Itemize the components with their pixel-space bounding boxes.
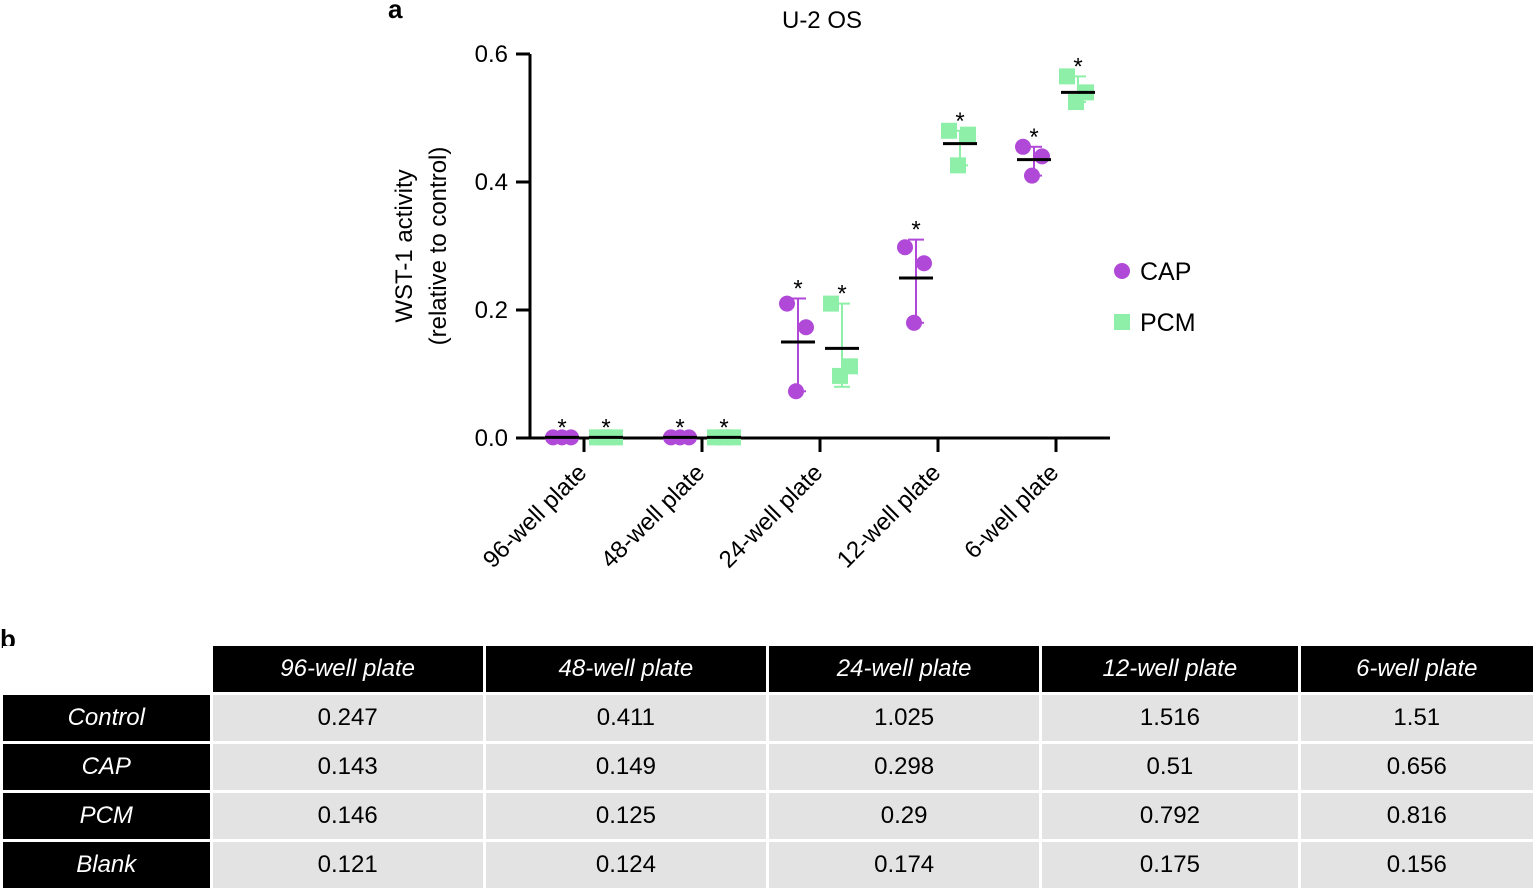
y-axis-label-line1: WST-1 activity bbox=[391, 169, 418, 322]
table-cell: 0.146 bbox=[212, 793, 483, 839]
table-cell: 0.149 bbox=[485, 744, 766, 790]
table-row: PCM 0.146 0.125 0.29 0.792 0.816 bbox=[3, 793, 1533, 839]
panel-a-label: a bbox=[388, 0, 403, 24]
cap-point bbox=[788, 383, 804, 400]
pcm-significance-marker: * bbox=[601, 414, 610, 441]
row-header: Control bbox=[3, 695, 210, 741]
pcm-significance-marker: * bbox=[1073, 53, 1082, 80]
y-tick-label: 0.6 bbox=[475, 41, 508, 68]
legend-label: PCM bbox=[1140, 309, 1196, 337]
data-marks: * * * * * * * * * * bbox=[545, 53, 1095, 446]
cap-point bbox=[1024, 167, 1040, 184]
table-cell: 0.411 bbox=[485, 695, 766, 741]
table-row: Blank 0.121 0.124 0.174 0.175 0.156 bbox=[3, 842, 1533, 888]
table-cell: 0.124 bbox=[485, 842, 766, 888]
table-cell: 0.29 bbox=[769, 793, 1040, 839]
table-cell: 0.156 bbox=[1300, 842, 1533, 888]
table-cell: 0.247 bbox=[212, 695, 483, 741]
legend-cap-marker bbox=[1114, 263, 1130, 279]
cap-significance-marker: * bbox=[557, 414, 566, 441]
cap-point bbox=[779, 295, 795, 312]
chart-title: U-2 OS bbox=[782, 7, 862, 34]
legend-label: CAP bbox=[1140, 258, 1191, 286]
table-cell: 0.174 bbox=[769, 842, 1040, 888]
x-tick-label: 6-well plate bbox=[959, 459, 1064, 564]
cap-significance-marker: * bbox=[675, 414, 684, 441]
pcm-point bbox=[832, 367, 848, 384]
table-cell: 0.792 bbox=[1042, 793, 1298, 839]
row-header: CAP bbox=[3, 744, 210, 790]
pcm-point bbox=[950, 157, 966, 174]
table-cell: 0.125 bbox=[485, 793, 766, 839]
table-cell: 0.143 bbox=[212, 744, 483, 790]
table-cell: 0.656 bbox=[1300, 744, 1533, 790]
pcm-point bbox=[1068, 94, 1084, 110]
pcm-significance-marker: * bbox=[719, 414, 728, 441]
table-cell: 0.51 bbox=[1042, 744, 1298, 790]
column-header: 12-well plate bbox=[1042, 646, 1298, 692]
table-cell: 0.816 bbox=[1300, 793, 1533, 839]
table-row: CAP 0.143 0.149 0.298 0.51 0.656 bbox=[3, 744, 1533, 790]
row-header: PCM bbox=[3, 793, 210, 839]
x-tick-label: 24-well plate bbox=[714, 459, 828, 573]
chart-a: U-2 OS WST-1 activity (relative to contr… bbox=[391, 7, 1196, 574]
pcm-point bbox=[823, 295, 839, 312]
y-axis-label: WST-1 activity (relative to control) bbox=[391, 147, 452, 346]
cap-point bbox=[897, 239, 913, 256]
table-cell: 0.121 bbox=[212, 842, 483, 888]
cap-significance-marker: * bbox=[793, 275, 802, 302]
x-tick-label: 48-well plate bbox=[596, 459, 710, 573]
row-header: Blank bbox=[3, 842, 210, 888]
table-corner bbox=[3, 646, 210, 692]
column-header: 48-well plate bbox=[485, 646, 766, 692]
pcm-point bbox=[960, 126, 976, 143]
pcm-point bbox=[941, 122, 957, 139]
cap-point bbox=[798, 319, 814, 336]
table-cell: 0.298 bbox=[769, 744, 1040, 790]
pcm-point bbox=[1059, 68, 1075, 85]
y-axis-label-line2: (relative to control) bbox=[425, 147, 452, 346]
x-tick-label: 12-well plate bbox=[832, 459, 946, 573]
table-header-row: 96-well plate 48-well plate 24-well plat… bbox=[3, 646, 1533, 692]
cap-point bbox=[916, 255, 932, 272]
cap-point bbox=[1015, 138, 1031, 155]
table-cell: 1.51 bbox=[1300, 695, 1533, 741]
column-header: 96-well plate bbox=[212, 646, 483, 692]
column-header: 6-well plate bbox=[1300, 646, 1533, 692]
legend-pcm-marker bbox=[1114, 314, 1130, 330]
cap-significance-marker: * bbox=[911, 217, 920, 244]
table-cell: 0.175 bbox=[1042, 842, 1298, 888]
y-tick-label: 0.0 bbox=[475, 425, 508, 452]
x-tick-label: 96-well plate bbox=[478, 459, 592, 573]
y-tick-label: 0.2 bbox=[475, 297, 508, 324]
cap-significance-marker: * bbox=[1029, 124, 1038, 151]
results-table: 96-well plate 48-well plate 24-well plat… bbox=[0, 643, 1536, 891]
table-cell: 1.025 bbox=[769, 695, 1040, 741]
legend: CAP PCM bbox=[1114, 258, 1196, 337]
pcm-significance-marker: * bbox=[955, 108, 964, 135]
y-tick-label: 0.4 bbox=[475, 169, 508, 196]
cap-point bbox=[906, 314, 922, 331]
pcm-significance-marker: * bbox=[837, 281, 846, 308]
table-cell: 1.516 bbox=[1042, 695, 1298, 741]
table-row: Control 0.247 0.411 1.025 1.516 1.51 bbox=[3, 695, 1533, 741]
column-header: 24-well plate bbox=[769, 646, 1040, 692]
